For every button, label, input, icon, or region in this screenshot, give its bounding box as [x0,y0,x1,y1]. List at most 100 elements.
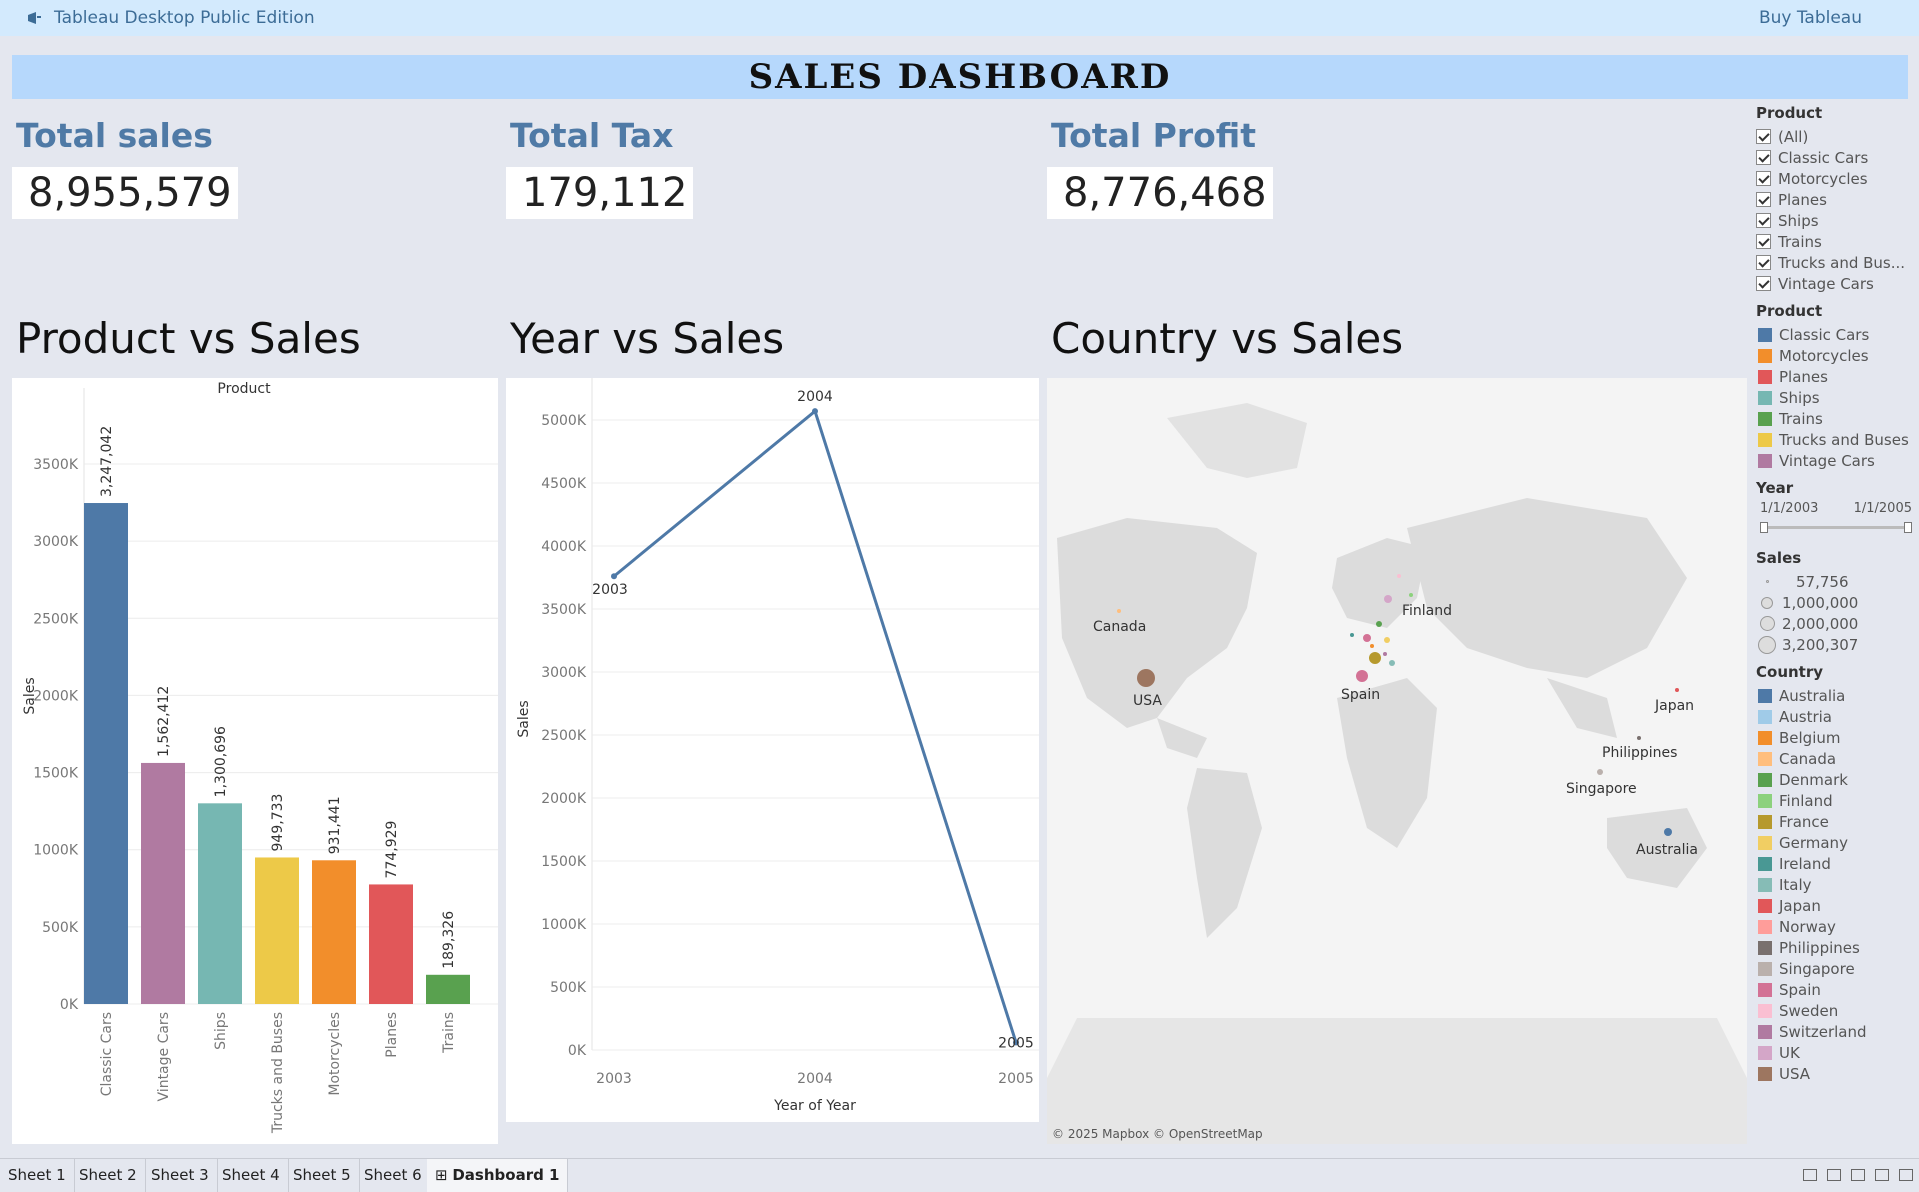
world-map[interactable]: Canada USA Finland Spain Japan Philippin… [1047,378,1747,1144]
line-point[interactable] [812,408,818,415]
line-x-tick-label: 2004 [797,1071,833,1087]
product-filter-item[interactable]: (All) [1756,126,1916,147]
tab-sheet-1[interactable]: Sheet 1 [0,1159,75,1192]
product-filter-item[interactable]: Motorcycles [1756,168,1916,189]
sales-size-label: 57,756 [1796,572,1849,591]
tab-sheet-5[interactable]: Sheet 5 [285,1159,360,1192]
line-point-label: 2003 [592,582,628,598]
prev-icon[interactable] [1851,1169,1865,1181]
country-legend-label: Ireland [1779,854,1831,873]
size-circle-icon [1756,635,1778,655]
checkbox-checked-icon[interactable] [1756,150,1771,165]
checkbox-checked-icon[interactable] [1756,213,1771,228]
size-circle-icon [1756,593,1778,613]
country-legend-item[interactable]: Canada [1756,748,1916,769]
product-vs-sales-title: Product vs Sales [16,314,361,363]
line-point[interactable] [611,573,617,580]
bar-motorcycles[interactable] [312,860,356,1004]
checkbox-checked-icon[interactable] [1756,171,1771,186]
present-icon[interactable] [1899,1169,1913,1181]
checkbox-checked-icon[interactable] [1756,255,1771,270]
sales-size-legend: 57,756 1,000,000 2,000,000 3,200,307 [1756,571,1916,655]
bar-trains[interactable] [426,974,470,1004]
country-legend-item[interactable]: Ireland [1756,853,1916,874]
product-legend-item[interactable]: Motorcycles [1756,345,1916,366]
bar-category-label: Planes [384,1012,400,1058]
product-filter-item[interactable]: Classic Cars [1756,147,1916,168]
country-legend-item[interactable]: Belgium [1756,727,1916,748]
tab-label: Dashboard 1 [452,1166,560,1184]
country-legend-label: Switzerland [1779,1022,1867,1041]
filmstrip-icon[interactable] [1827,1169,1841,1181]
country-legend-item[interactable]: Finland [1756,790,1916,811]
country-map-panel[interactable]: Canada USA Finland Spain Japan Philippin… [1047,378,1747,1144]
product-filter-item[interactable]: Ships [1756,210,1916,231]
tab-sheet-6[interactable]: Sheet 6 [356,1159,431,1192]
country-legend-item[interactable]: Japan [1756,895,1916,916]
checkbox-checked-icon[interactable] [1756,192,1771,207]
line-point[interactable] [1013,1039,1019,1046]
country-legend-item[interactable]: USA [1756,1063,1916,1084]
country-legend-item[interactable]: France [1756,811,1916,832]
tab-label: Sheet 3 [151,1166,209,1184]
bar-classic-cars[interactable] [84,503,128,1004]
year-line-chart[interactable]: 0K 500K 1000K 1500K 2000K 2500K 3000K 3500K 4000… [506,378,1039,1122]
bar-trucks-and-buses[interactable] [255,857,299,1004]
product-filter-item[interactable]: Planes [1756,189,1916,210]
country-legend-item[interactable]: Austria [1756,706,1916,727]
country-legend-item[interactable]: Philippines [1756,937,1916,958]
bar-planes[interactable] [369,884,413,1004]
kpi-total-profit-label: Total Profit [1051,116,1257,155]
product-filter-label: Planes [1778,190,1827,209]
product-filter-item[interactable]: Trucks and Bus... [1756,252,1916,273]
country-legend-item[interactable]: Germany [1756,832,1916,853]
country-legend-label: USA [1779,1064,1811,1083]
country-legend-item[interactable]: Spain [1756,979,1916,1000]
line-x-tick-label: 2005 [998,1071,1034,1087]
product-legend-header: Product [1756,302,1823,320]
buy-tableau-link[interactable]: Buy Tableau [1758,8,1862,28]
product-filter-item[interactable]: Vintage Cars [1756,273,1916,294]
product-legend-label: Classic Cars [1779,325,1870,344]
checkbox-checked-icon[interactable] [1756,234,1771,249]
sales-size-item: 1,000,000 [1756,592,1916,613]
color-swatch-icon [1758,856,1772,871]
country-legend-item[interactable]: Denmark [1756,769,1916,790]
year-slider-start-handle[interactable] [1760,522,1768,533]
sales-size-label: 2,000,000 [1782,614,1859,633]
line-y-tick-label: 4500K [541,476,587,492]
year-range-slider[interactable] [1760,519,1912,535]
color-swatch-icon [1758,1024,1772,1039]
product-bar-chart[interactable]: Product 0K 500K 1000K 1500K 2000K 2500K 3000K 35… [12,378,498,1144]
product-legend-item[interactable]: Ships [1756,387,1916,408]
map-attribution: © 2025 Mapbox © OpenStreetMap [1052,1127,1263,1141]
year-slider-end-handle[interactable] [1904,522,1912,533]
fullscreen-icon[interactable] [1875,1169,1889,1181]
sales-line[interactable] [613,408,1018,1043]
checkbox-checked-icon[interactable] [1756,129,1771,144]
country-legend-item[interactable]: Switzerland [1756,1021,1916,1042]
year-sales-panel: 0K 500K 1000K 1500K 2000K 2500K 3000K 3500K 4000… [506,378,1039,1122]
tab-sheet-4[interactable]: Sheet 4 [214,1159,289,1192]
product-filter-label: Motorcycles [1778,169,1868,188]
product-legend-item[interactable]: Classic Cars [1756,324,1916,345]
country-legend-item[interactable]: Singapore [1756,958,1916,979]
bar-ships[interactable] [198,803,242,1004]
country-legend-item[interactable]: Australia [1756,685,1916,706]
product-filter-item[interactable]: Trains [1756,231,1916,252]
bar-vintage-cars[interactable] [141,762,185,1004]
tab-sheet-3[interactable]: Sheet 3 [143,1159,218,1192]
country-legend-item[interactable]: Norway [1756,916,1916,937]
bar-category-label: Trains [441,1012,457,1054]
tab-sheet-2[interactable]: Sheet 2 [71,1159,146,1192]
tab-dashboard-1[interactable]: ⊞ Dashboard 1 [427,1159,569,1192]
country-legend-item[interactable]: UK [1756,1042,1916,1063]
product-legend-item[interactable]: Planes [1756,366,1916,387]
grid-view-icon[interactable] [1803,1169,1817,1181]
country-legend-item[interactable]: Sweden [1756,1000,1916,1021]
product-legend-item[interactable]: Vintage Cars [1756,450,1916,471]
product-legend-item[interactable]: Trucks and Buses [1756,429,1916,450]
checkbox-checked-icon[interactable] [1756,276,1771,291]
product-legend-item[interactable]: Trains [1756,408,1916,429]
country-legend-item[interactable]: Italy [1756,874,1916,895]
